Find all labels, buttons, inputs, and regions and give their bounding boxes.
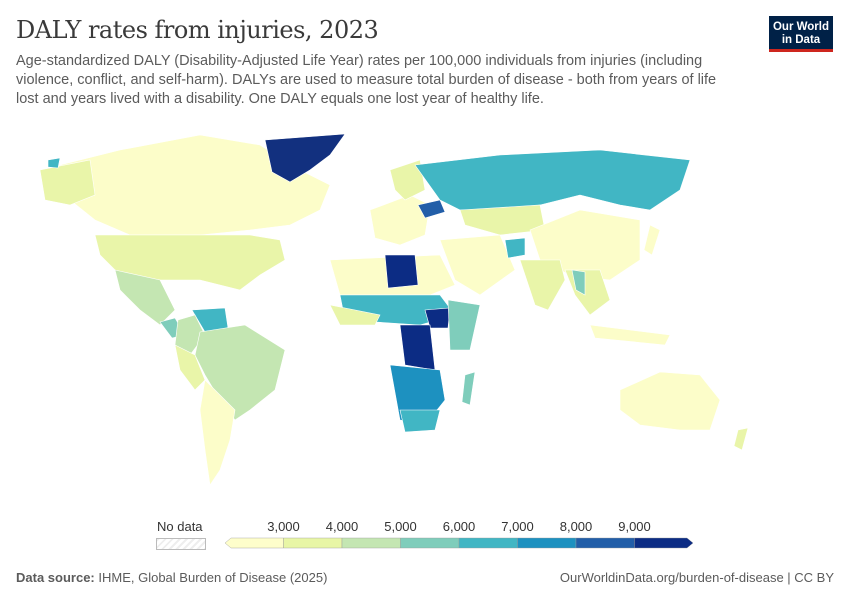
country-afghanistan[interactable] <box>504 237 526 259</box>
country-kazakhstan[interactable] <box>459 204 546 236</box>
country-russia[interactable] <box>414 149 691 211</box>
legend-no-data-swatch[interactable] <box>156 538 206 550</box>
legend-no-data-label: No data <box>157 519 203 534</box>
region-indonesia[interactable] <box>589 324 671 346</box>
footer-url[interactable]: OurWorldinData.org/burden-of-disease | C… <box>559 570 834 585</box>
legend-bin[interactable] <box>283 537 343 549</box>
legend-bin[interactable] <box>224 537 284 549</box>
world-map[interactable] <box>0 110 850 510</box>
country-ukraine[interactable] <box>417 199 446 219</box>
country-greenland[interactable] <box>264 133 346 183</box>
country-alaska[interactable] <box>39 159 96 206</box>
country-india[interactable] <box>519 259 566 311</box>
chart-subtitle: Age-standardized DALY (Disability-Adjust… <box>16 53 717 107</box>
country-argentina[interactable] <box>199 379 236 486</box>
country-australia[interactable] <box>619 371 721 431</box>
legend-tick-label: 6,000 <box>442 519 476 534</box>
legend: No data 3,000 4,000 5,000 6,000 7,000 8,000 9,… <box>0 515 850 555</box>
country-libya[interactable] <box>384 254 419 289</box>
legend-tick-label: 7,000 <box>501 519 534 534</box>
legend-tick-label: 9,000 <box>618 519 651 534</box>
country-canada[interactable] <box>59 134 331 236</box>
country-new-zealand[interactable] <box>733 427 749 451</box>
legend-color-bar <box>224 537 694 549</box>
country-mexico[interactable] <box>114 269 176 326</box>
legend-bin[interactable] <box>575 537 635 549</box>
country-scandinavia[interactable] <box>389 159 426 201</box>
source-label: Data source: <box>16 570 95 585</box>
owid-logo[interactable]: Our World in Data <box>769 16 833 52</box>
country-japan[interactable] <box>643 224 661 256</box>
country-south-sudan[interactable] <box>424 307 451 329</box>
region-west-africa[interactable] <box>329 304 381 326</box>
legend-bin[interactable] <box>341 537 401 549</box>
country-madagascar[interactable] <box>461 371 476 406</box>
country-drc[interactable] <box>399 324 436 371</box>
data-source: Data source: IHME, Global Burden of Dise… <box>16 570 327 585</box>
country-myanmar[interactable] <box>571 269 586 296</box>
source-text[interactable]: IHME, Global Burden of Disease (2025) <box>98 570 328 585</box>
country-south-africa[interactable] <box>399 409 441 433</box>
region-east-africa[interactable] <box>447 299 481 351</box>
legend-tick-label: 5,000 <box>384 519 417 534</box>
legend-bin[interactable] <box>400 537 460 549</box>
country-brazil[interactable] <box>194 324 286 421</box>
region-europe[interactable] <box>369 194 431 246</box>
legend-tick-label: 3,000 <box>267 519 300 534</box>
legend-tick-label: 4,000 <box>325 519 359 534</box>
country-peru[interactable] <box>174 344 206 391</box>
country-iceland[interactable] <box>47 157 61 169</box>
legend-bin[interactable] <box>458 537 518 549</box>
chart-title: DALY rates from injuries, 2023 <box>16 16 379 44</box>
legend-bin[interactable] <box>634 537 694 549</box>
legend-bin[interactable] <box>517 537 577 549</box>
region-middle-east[interactable] <box>439 234 516 296</box>
legend-tick-label: 8,000 <box>559 519 593 534</box>
